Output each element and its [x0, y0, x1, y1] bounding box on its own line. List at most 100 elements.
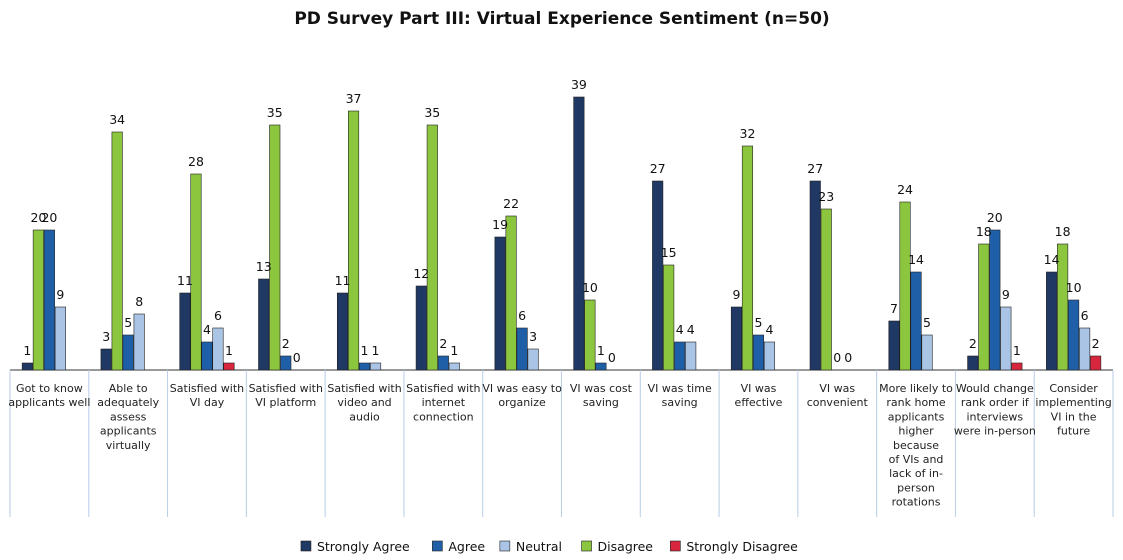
value-label: 4	[687, 322, 695, 337]
value-label: 35	[267, 105, 283, 120]
value-label: 20	[30, 210, 46, 225]
category-label: saving	[662, 396, 698, 409]
bar-strongly-agree	[415, 285, 427, 371]
value-label: 5	[923, 315, 931, 330]
bar-neutral	[527, 348, 539, 371]
value-label: 3	[529, 329, 537, 344]
bar-neutral	[369, 362, 382, 371]
bar-agree	[201, 341, 213, 371]
value-label: 14	[908, 252, 924, 267]
category-label: Able to	[109, 382, 148, 395]
category-label: virtually	[106, 439, 151, 452]
value-label: 9	[732, 287, 740, 302]
legend-label: Disagree	[598, 539, 654, 554]
category-label: internet	[422, 396, 466, 409]
value-label: 0	[293, 350, 301, 365]
bar-disagree	[663, 264, 675, 371]
value-label: 1	[597, 343, 605, 358]
bar-strongly-agree	[573, 96, 585, 371]
bar-agree	[910, 271, 922, 371]
bar-neutral	[212, 327, 224, 371]
legend-label: Agree	[448, 539, 485, 554]
bar-disagree	[505, 215, 517, 371]
category-label: saving	[583, 396, 619, 409]
category-label: Got to know	[16, 382, 83, 395]
category-label: Satisfied with	[170, 382, 244, 395]
bar-disagree	[978, 243, 990, 371]
bar-neutral	[921, 334, 933, 371]
bar-strongly-disagree	[223, 362, 235, 371]
category-label: applicants	[100, 425, 157, 438]
value-label: 9	[56, 287, 64, 302]
value-label: 34	[109, 112, 125, 127]
value-label: 20	[987, 210, 1003, 225]
category-label: audio	[349, 410, 380, 423]
value-label: 13	[256, 259, 272, 274]
bar-agree	[595, 362, 607, 371]
value-label: 3	[102, 329, 110, 344]
category-label: were in-person	[954, 425, 1036, 438]
category-label: Satisfied with	[249, 382, 323, 395]
value-label: 2	[439, 336, 447, 351]
value-label: 14	[1044, 252, 1060, 267]
bar-disagree	[190, 173, 202, 371]
bars-layer	[21, 96, 1102, 371]
bar-agree	[280, 355, 292, 371]
category-label: VI was	[741, 382, 777, 395]
value-label: 9	[1002, 287, 1010, 302]
category-label: higher	[898, 425, 934, 438]
bar-disagree	[820, 208, 832, 371]
value-label: 27	[650, 161, 666, 176]
value-label: 1	[1013, 343, 1021, 358]
value-label: 23	[818, 189, 834, 204]
bar-neutral	[763, 341, 776, 371]
category-label: applicants	[888, 410, 945, 423]
bar-strongly-agree	[494, 236, 506, 371]
bar-disagree	[899, 201, 911, 371]
value-label: 32	[740, 126, 756, 141]
value-label: 5	[754, 315, 762, 330]
category-label: Would change	[956, 382, 1034, 395]
category-label: VI day	[190, 396, 225, 409]
legend-label: Strongly Agree	[317, 539, 410, 554]
value-label: 37	[346, 91, 362, 106]
value-label: 15	[661, 245, 677, 260]
value-label: 11	[177, 273, 193, 288]
category-label: rank order if	[961, 396, 1030, 409]
value-label: 12	[413, 266, 429, 281]
value-label: 22	[503, 196, 519, 211]
chart-title: PD Survey Part III: Virtual Experience S…	[294, 9, 829, 29]
bar-strongly-agree	[179, 292, 191, 371]
category-label: VI platform	[255, 396, 316, 409]
category-label: effective	[735, 396, 783, 409]
value-label: 4	[676, 322, 684, 337]
category-label: VI was time	[648, 382, 712, 395]
value-label: 2	[969, 336, 977, 351]
value-label: 6	[1081, 308, 1089, 323]
bar-strongly-agree	[809, 180, 821, 371]
legend-swatch	[581, 540, 592, 552]
category-label: VI was easy to	[482, 382, 562, 395]
bar-strongly-agree	[100, 348, 112, 371]
legend-swatch	[499, 540, 511, 552]
value-label: 19	[492, 217, 508, 232]
value-label: 20	[41, 210, 57, 225]
value-label: 8	[135, 294, 143, 309]
bar-strongly-agree	[258, 278, 270, 371]
value-label: 6	[518, 308, 526, 323]
bar-agree	[674, 341, 686, 371]
value-label: 39	[571, 77, 587, 92]
value-label: 2	[1092, 336, 1100, 351]
bar-strongly-disagree	[1011, 362, 1023, 371]
value-label: 27	[807, 161, 823, 176]
value-label: 5	[124, 315, 132, 330]
value-label: 28	[188, 154, 204, 169]
bar-neutral	[685, 341, 697, 371]
category-label: VI in the	[1051, 410, 1097, 423]
bar-strongly-agree	[336, 292, 349, 371]
value-label: 1	[372, 343, 380, 358]
bar-disagree	[584, 299, 596, 371]
bar-agree	[516, 327, 528, 371]
